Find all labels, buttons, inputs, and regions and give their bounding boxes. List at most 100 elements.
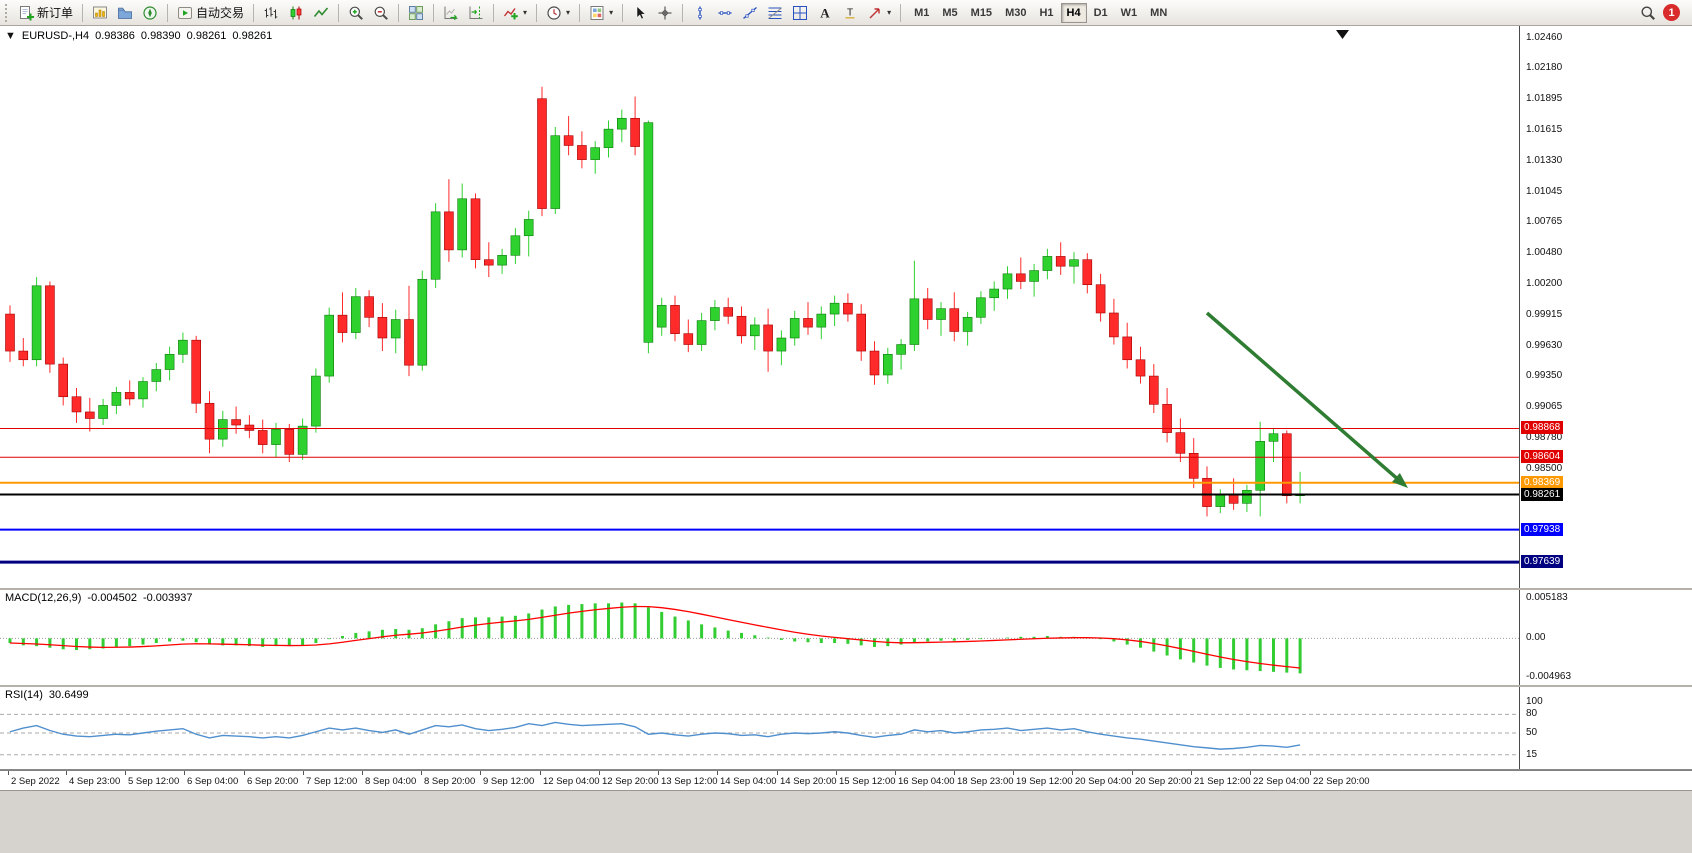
play-green-icon (178, 6, 193, 19)
timeframe-h4-button[interactable]: H4 (1060, 2, 1087, 23)
candle-body (563, 135, 574, 146)
fibonacci-button[interactable] (763, 2, 787, 24)
rsi-axis-label: 15 (1526, 748, 1538, 760)
zoom-out-button[interactable] (369, 2, 393, 24)
shapes-icon (793, 5, 808, 20)
candle-body (962, 317, 973, 332)
tile-windows-button[interactable] (404, 2, 428, 24)
arrow-objects-button[interactable]: ▾ (863, 2, 895, 24)
price-axis-label: 1.01895 (1526, 93, 1563, 105)
shapes-button[interactable] (788, 2, 812, 24)
symbol-info: ▼ EURUSD-,H4 0.98386 0.98390 0.98261 0.9… (5, 30, 272, 42)
timeframe-mn-button[interactable]: MN (1144, 3, 1173, 23)
candle-body (444, 211, 454, 251)
timeframe-m5-button[interactable]: M5 (936, 3, 963, 23)
panel-splitter[interactable] (0, 588, 1692, 590)
timeframe-h1-button[interactable]: H1 (1033, 3, 1059, 23)
autotrading-button[interactable]: 自动交易 (173, 2, 248, 24)
panel-splitter[interactable] (0, 769, 1692, 770)
candle-body (204, 402, 215, 440)
notification-badge[interactable]: 1 (1663, 4, 1680, 21)
time-axis-label: 7 Sep 12:00 (306, 776, 358, 787)
chart-shift-button[interactable] (464, 2, 488, 24)
timeframe-m30-button[interactable]: M30 (999, 3, 1032, 23)
candle-body (656, 305, 667, 328)
price-axis[interactable]: 1.02460 1.02180 1.01895 1.01615 1.01330 1.010… (1519, 26, 1692, 770)
candle-body (1109, 312, 1119, 338)
candle-body (1015, 273, 1026, 282)
timeframe-m15-button[interactable]: M15 (965, 3, 998, 23)
line-chart-mode-button[interactable] (309, 2, 333, 24)
candlestick-chart[interactable] (0, 26, 1519, 588)
price-axis-label: 0.99630 (1526, 339, 1563, 351)
candle-body (510, 235, 521, 256)
time-axis-tick (717, 771, 718, 775)
toolbar-separator (82, 3, 84, 22)
price-axis-label: 1.02460 (1526, 31, 1563, 43)
new-chart-button[interactable] (88, 2, 112, 24)
time-axis-tick (1250, 771, 1251, 775)
time-axis-label: 21 Sep 12:00 (1194, 776, 1251, 787)
time-axis-tick (66, 771, 67, 775)
tline-icon (743, 6, 758, 19)
time-axis-tick (1191, 771, 1192, 775)
candle-body (1055, 256, 1066, 267)
rsi-axis-label: 50 (1526, 727, 1538, 738)
time-axis-tick (244, 771, 245, 775)
candle-body (803, 318, 813, 328)
new-order-button[interactable]: 新订单 (14, 2, 77, 24)
timeframe-w1-button[interactable]: W1 (1115, 3, 1144, 23)
symbol-timeframe-label: EURUSD-,H4 (21, 30, 90, 42)
time-axis[interactable]: 2 Sep 2022 4 Sep 23:00 5 Sep 12:00 6 Sep 04… (0, 770, 1692, 790)
candlestick-mode-button[interactable] (284, 2, 308, 24)
macd-indicator-panel[interactable] (0, 590, 1519, 685)
template-icon (590, 5, 604, 20)
candle-body (976, 297, 986, 318)
trendline-button[interactable] (738, 2, 762, 24)
trend-arrow[interactable] (1205, 311, 1402, 483)
macd-axis-label: 0.005183 (1526, 592, 1568, 603)
templates-button[interactable]: ▾ (585, 2, 617, 24)
price-axis-label: 1.00480 (1526, 247, 1563, 259)
panel-splitter[interactable] (0, 685, 1692, 687)
zoom-in-button[interactable] (344, 2, 368, 24)
time-axis-tick (480, 771, 481, 775)
price-badge: 0.98369 (1521, 475, 1564, 489)
navigator-button[interactable] (138, 2, 162, 24)
time-axis-label: 6 Sep 04:00 (187, 776, 239, 787)
candle-body (1242, 489, 1252, 504)
toolbar-grip[interactable] (5, 3, 9, 22)
timeframe-d1-button[interactable]: D1 (1088, 3, 1114, 23)
crosshair-button[interactable] (653, 2, 677, 24)
svg-text:A: A (820, 5, 830, 20)
collapse-arrow-icon[interactable]: ▼ (5, 30, 16, 42)
text-button[interactable]: A (813, 2, 837, 24)
candle-body (430, 211, 441, 280)
text-label-button[interactable]: T (838, 2, 862, 24)
candle-body (1069, 259, 1079, 267)
candle-body (1162, 404, 1172, 433)
indicators-button[interactable]: ▾ (499, 2, 531, 24)
ohlc-close: 0.98261 (232, 30, 273, 42)
time-axis-tick (895, 771, 896, 775)
horizontal-line-button[interactable] (713, 2, 737, 24)
candle-body (1002, 273, 1013, 290)
chart-shift-marker-icon[interactable] (1336, 30, 1349, 39)
profiles-button[interactable] (113, 2, 137, 24)
candle-body (231, 419, 241, 426)
candle-body (869, 350, 880, 376)
cursor-button[interactable] (628, 2, 652, 24)
rsi-line (9, 721, 1301, 750)
price-axis-label: 0.99915 (1526, 308, 1563, 320)
auto-scroll-button[interactable] (439, 2, 463, 24)
auto-scroll-icon (444, 6, 458, 20)
candle-body (124, 392, 135, 400)
rsi-indicator-panel[interactable] (0, 687, 1519, 769)
periods-button[interactable]: ▾ (542, 2, 574, 24)
bar-chart-mode-button[interactable] (259, 2, 283, 24)
search-button[interactable] (1636, 2, 1660, 24)
vertical-line-button[interactable] (688, 2, 712, 24)
trend-arrow-head (1391, 472, 1408, 488)
time-axis-label: 5 Sep 12:00 (128, 776, 180, 787)
timeframe-m1-button[interactable]: M1 (908, 3, 935, 23)
